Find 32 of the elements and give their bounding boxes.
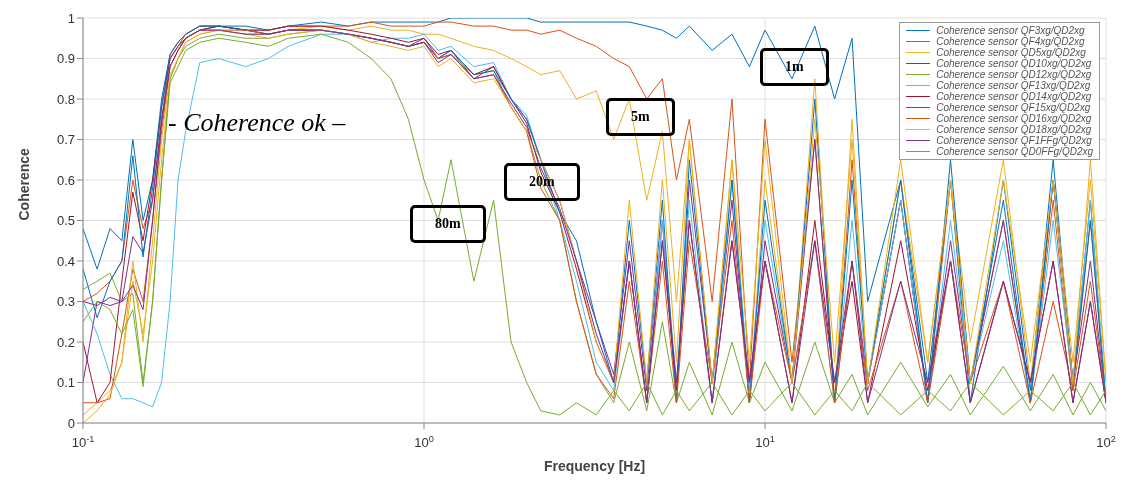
y-tick-label: 0.5 — [56, 213, 75, 229]
legend-label: Coherence sensor QF15xg/QD2xg — [936, 102, 1091, 113]
x-tick-label: 10$^{-1}$ — [71, 434, 95, 450]
legend-label: Coherence sensor QF3xg/QD2xg — [936, 25, 1085, 36]
y-tick-label: 0.6 — [56, 172, 75, 188]
y-tick-label: 0 — [67, 415, 75, 431]
y-tick-label: 0.2 — [56, 334, 75, 350]
x-tick-label: 10$^{0}$ — [414, 434, 434, 450]
legend-label: Coherence sensor QD18xg/QD2xg — [936, 124, 1092, 135]
legend-label: Coherence sensor QD16xg/QD2xg — [936, 113, 1092, 124]
y-axis-title: Coherence — [15, 147, 32, 221]
annotation: - Coherence ok – — [168, 108, 346, 138]
y-tick-label: 1 — [67, 10, 75, 26]
y-tick-label: 0.7 — [56, 132, 75, 148]
x-axis-title: Frequency [Hz] — [543, 458, 646, 474]
y-tick-label: 0.9 — [56, 51, 75, 67]
y-tick-label: 0.1 — [56, 375, 75, 391]
legend-label: Coherence sensor QF1FFg/QD2xg — [936, 135, 1092, 146]
y-tick-label: 0.4 — [56, 253, 75, 269]
x-tick-label: 10$^{1}$ — [755, 434, 775, 450]
y-tick-label: 0.3 — [56, 294, 75, 310]
y-tick-label: 0.8 — [56, 91, 75, 107]
x-tick-label: 10$^{2}$ — [1096, 434, 1116, 450]
legend-label: Coherence sensor QD12xg/QD2xg — [936, 69, 1092, 80]
annotation: 5m — [606, 98, 675, 136]
annotation: 80m — [410, 205, 486, 243]
legend-label: Coherence sensor QD10xg/QD2xg — [936, 58, 1092, 69]
legend-label: Coherence sensor QF13xg/QD2xg — [936, 80, 1091, 91]
legend-label: Coherence sensor QF4xg/QD2xg — [936, 36, 1085, 47]
legend-label: Coherence sensor QD5xg/QD2xg — [936, 47, 1086, 58]
legend-label: Coherence sensor QD14xg/QD2xg — [936, 91, 1092, 102]
legend-label: Coherence sensor QD0FFg/QD2xg — [936, 146, 1093, 157]
